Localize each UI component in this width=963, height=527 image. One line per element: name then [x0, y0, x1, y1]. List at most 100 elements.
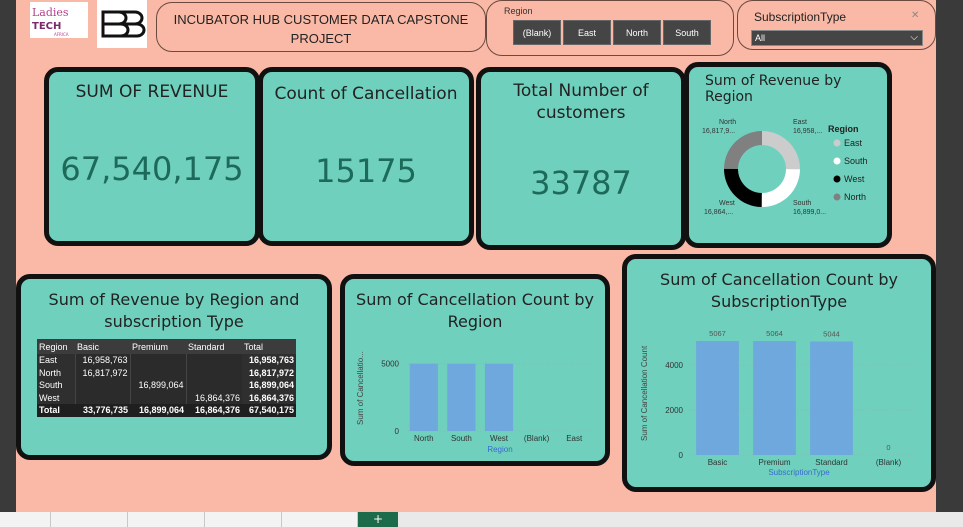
- cancellation-by-region-card: Sum of Cancellation Count by Region Sum …: [340, 274, 610, 466]
- legend-marker-west: [833, 175, 841, 183]
- bar-premium[interactable]: [753, 341, 796, 455]
- donut-label-east-name: East: [793, 119, 807, 126]
- matrix-header[interactable]: Basic: [75, 339, 130, 354]
- y-tick-label: 0: [395, 427, 400, 436]
- page-tabs-bar: +: [0, 512, 963, 527]
- legend-marker-north: [833, 193, 841, 201]
- legend-label-north[interactable]: North: [844, 192, 866, 202]
- matrix-header[interactable]: Standard: [186, 339, 242, 354]
- subscription-slicer-label: SubscriptionType: [754, 10, 847, 24]
- x-tick-label: East: [566, 434, 583, 443]
- matrix-header[interactable]: Total: [242, 339, 296, 354]
- region-slicer-label: Region: [504, 6, 533, 16]
- cancellation-by-subscription-card: Sum of Cancellation Count by Subscriptio…: [622, 254, 936, 492]
- donut-label-west-value: 16,864,...: [704, 209, 733, 216]
- chevron-down-icon: ⌵: [910, 32, 918, 43]
- y-tick-label: 2000: [665, 406, 683, 415]
- bar-west[interactable]: [484, 363, 514, 431]
- donut-slice-south[interactable]: [761, 169, 800, 207]
- legend-marker-south: [833, 157, 841, 165]
- revenue-by-region-donut-card: Sum of Revenue by Region North 16,817,9.…: [684, 62, 892, 248]
- x-tick-label: South: [451, 434, 472, 443]
- right-border: [936, 0, 963, 512]
- data-label: 5044: [823, 330, 840, 339]
- table-row[interactable]: East 16,958,763 16,958,763: [37, 354, 296, 367]
- revenue-matrix-card: Sum of Revenue by Region and subscriptio…: [16, 274, 332, 460]
- legend-marker-east: [833, 139, 841, 147]
- page-tab[interactable]: [128, 512, 205, 527]
- x-tick-label: Premium: [758, 458, 790, 467]
- revenue-matrix-table: Region Basic Premium Standard Total East…: [37, 339, 296, 417]
- page-tab[interactable]: [0, 512, 51, 527]
- customers-value: 33787: [530, 164, 632, 202]
- donut-label-north-name: North: [719, 119, 736, 126]
- bb-logo-icon: [97, 0, 147, 48]
- donut-label-north-value: 16,817,9...: [702, 128, 735, 135]
- subscription-bar-xlabel: SubscriptionType: [768, 468, 830, 477]
- x-tick-label: West: [490, 434, 509, 443]
- report-title: INCUBATOR HUB CUSTOMER DATA CAPSTONE PRO…: [156, 2, 486, 52]
- donut-slice-east[interactable]: [762, 131, 800, 170]
- region-slicer: Region (Blank) East North South: [486, 0, 734, 56]
- add-page-button[interactable]: +: [358, 512, 398, 527]
- bar-basic[interactable]: [696, 341, 739, 455]
- region-bar-xlabel: Region: [487, 445, 512, 454]
- cancellation-value: 15175: [315, 152, 417, 190]
- donut-label-south-name: South: [793, 200, 811, 207]
- matrix-title: Sum of Revenue by Region and subscriptio…: [48, 290, 300, 331]
- donut-chart: North 16,817,9... East 16,958,... West 1…: [702, 119, 868, 216]
- customers-card-title: Total Number of customers: [513, 81, 649, 123]
- page-tab[interactable]: [282, 512, 358, 527]
- y-tick-label: 5000: [381, 360, 399, 369]
- region-option-blank[interactable]: (Blank): [513, 20, 561, 45]
- donut-slice-north[interactable]: [724, 131, 762, 169]
- region-option-east[interactable]: East: [563, 20, 611, 45]
- cancellation-card: Count of Cancellation 15175: [258, 67, 474, 246]
- donut-label-south-value: 16,899,0...: [793, 209, 826, 216]
- bar-north[interactable]: [409, 363, 438, 431]
- region-option-north[interactable]: North: [613, 20, 661, 45]
- table-total-row[interactable]: Total 33,776,735 16,899,064 16,864,376 6…: [37, 404, 296, 417]
- page-tab[interactable]: [51, 512, 128, 527]
- table-row[interactable]: South 16,899,064 16,899,064: [37, 379, 296, 392]
- matrix-header[interactable]: Premium: [130, 339, 186, 354]
- subscription-bar-ylabel: Sum of Cancellation Count: [640, 345, 649, 441]
- x-tick-label: Basic: [708, 458, 728, 467]
- region-bar-title: Sum of Cancellation Count by Region: [356, 290, 594, 331]
- x-tick-label: (Blank): [524, 434, 550, 443]
- customers-card: Total Number of customers 33787: [476, 67, 686, 250]
- region-bar-ylabel: Sum of Cancellatio...: [356, 351, 365, 425]
- donut-legend-title: Region: [828, 124, 859, 134]
- page-tab[interactable]: [205, 512, 282, 527]
- matrix-header[interactable]: Region: [37, 339, 75, 354]
- data-label: 5064: [766, 329, 783, 338]
- cancellation-card-title: Count of Cancellation: [274, 84, 458, 104]
- subscription-slicer: SubscriptionType ✕ All ⌵: [737, 0, 936, 50]
- ladies-in-tech-logo: Ladies TECH AFRICA: [30, 2, 88, 38]
- region-option-south[interactable]: South: [663, 20, 711, 45]
- x-tick-label: North: [414, 434, 434, 443]
- donut-label-east-value: 16,958,...: [793, 128, 822, 135]
- legend-label-east[interactable]: East: [844, 138, 863, 148]
- data-label: 0: [886, 443, 890, 452]
- bar-standard[interactable]: [810, 341, 853, 455]
- clear-selection-icon[interactable]: ✕: [911, 10, 920, 21]
- cancellation-by-region-chart: Sum of Cancellatio... Region 0 5000 North S…: [356, 351, 593, 454]
- legend-label-west[interactable]: West: [844, 174, 865, 184]
- x-tick-label: Standard: [815, 458, 847, 467]
- revenue-card-title: SUM OF REVENUE: [75, 82, 229, 102]
- revenue-value: 67,540,175: [60, 150, 244, 188]
- table-row[interactable]: West 16,864,376 16,864,376: [37, 391, 296, 404]
- subscription-dropdown[interactable]: All ⌵: [751, 30, 923, 46]
- revenue-card: SUM OF REVENUE 67,540,175: [44, 67, 260, 246]
- donut-slice-west[interactable]: [724, 168, 762, 207]
- donut-label-west-name: West: [719, 200, 735, 207]
- x-tick-label: (Blank): [876, 458, 902, 467]
- legend-label-south[interactable]: South: [844, 156, 868, 166]
- table-row[interactable]: North 16,817,972 16,817,972: [37, 366, 296, 379]
- data-label: 5067: [709, 329, 726, 338]
- bar-south[interactable]: [447, 363, 476, 431]
- y-tick-label: 0: [679, 451, 684, 460]
- subscription-bar-title: Sum of Cancellation Count by Subscriptio…: [660, 270, 898, 311]
- left-border: [0, 0, 16, 512]
